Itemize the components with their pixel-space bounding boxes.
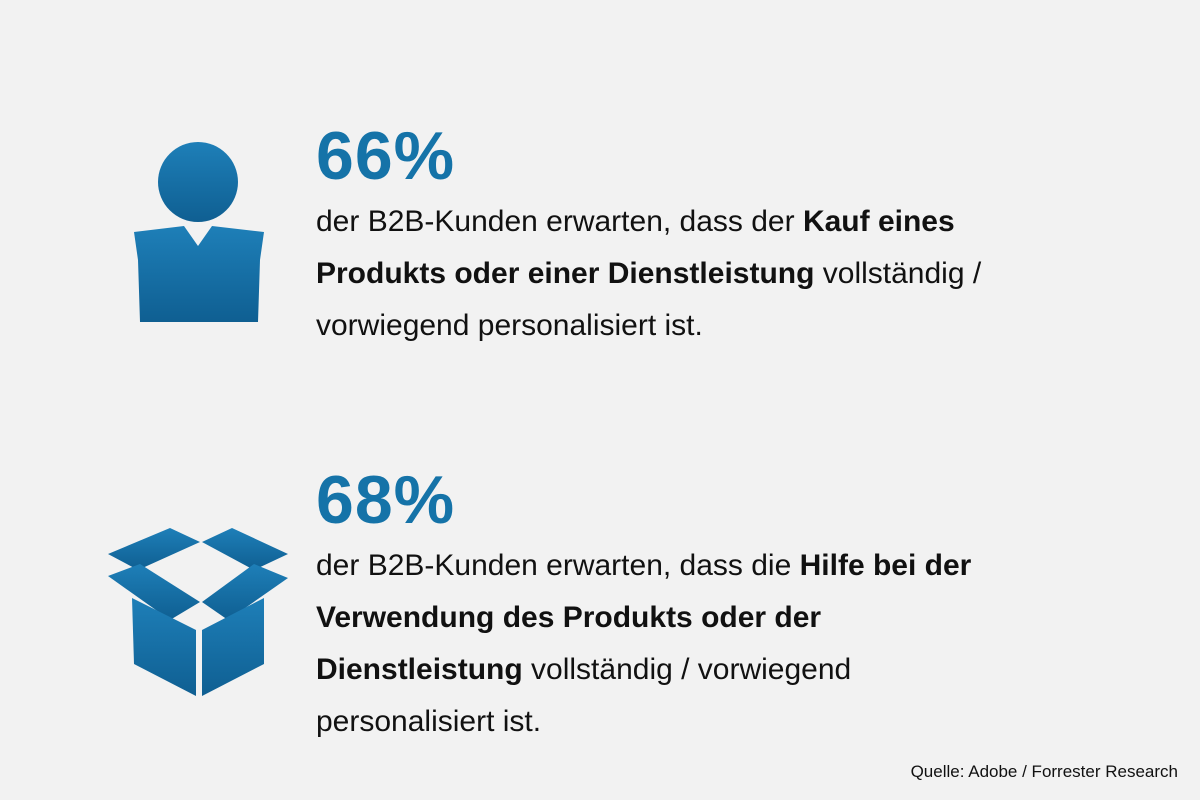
stat-text: 68% der B2B-Kunden erwarten, dass die Hi… xyxy=(316,462,1076,748)
source-credit: Quelle: Adobe / Forrester Research xyxy=(910,762,1178,781)
person-icon xyxy=(128,140,268,322)
desc-text-start: der B2B-Kunden erwarten, dass die xyxy=(316,549,800,582)
stat-block-68: 68% der B2B-Kunden erwarten, dass die Hi… xyxy=(0,462,1200,752)
desc-text-bold: Kauf eines Produkts oder einer Dienstlei… xyxy=(316,205,955,290)
desc-text-bold: Hilfe bei der Verwendung des Produkts od… xyxy=(316,549,972,686)
stat-block-66: 66% der B2B-Kunden erwarten, dass der Ka… xyxy=(0,118,1200,358)
desc-text-end: vollständig / vorwiegend personalisiert … xyxy=(316,257,982,342)
desc-text-end: vollständig / vorwiegend personalisiert … xyxy=(316,653,852,738)
percent-value: 68% xyxy=(316,462,456,538)
percent-value: 66% xyxy=(316,118,456,194)
stat-description: der B2B-Kunden erwarten, dass der Kauf e… xyxy=(316,196,1076,352)
desc-text-start: der B2B-Kunden erwarten, dass der xyxy=(316,205,803,238)
open-box-icon xyxy=(104,524,290,696)
stat-description: der B2B-Kunden erwarten, dass die Hilfe … xyxy=(316,540,1006,748)
stat-text: 66% der B2B-Kunden erwarten, dass der Ka… xyxy=(316,118,1076,352)
